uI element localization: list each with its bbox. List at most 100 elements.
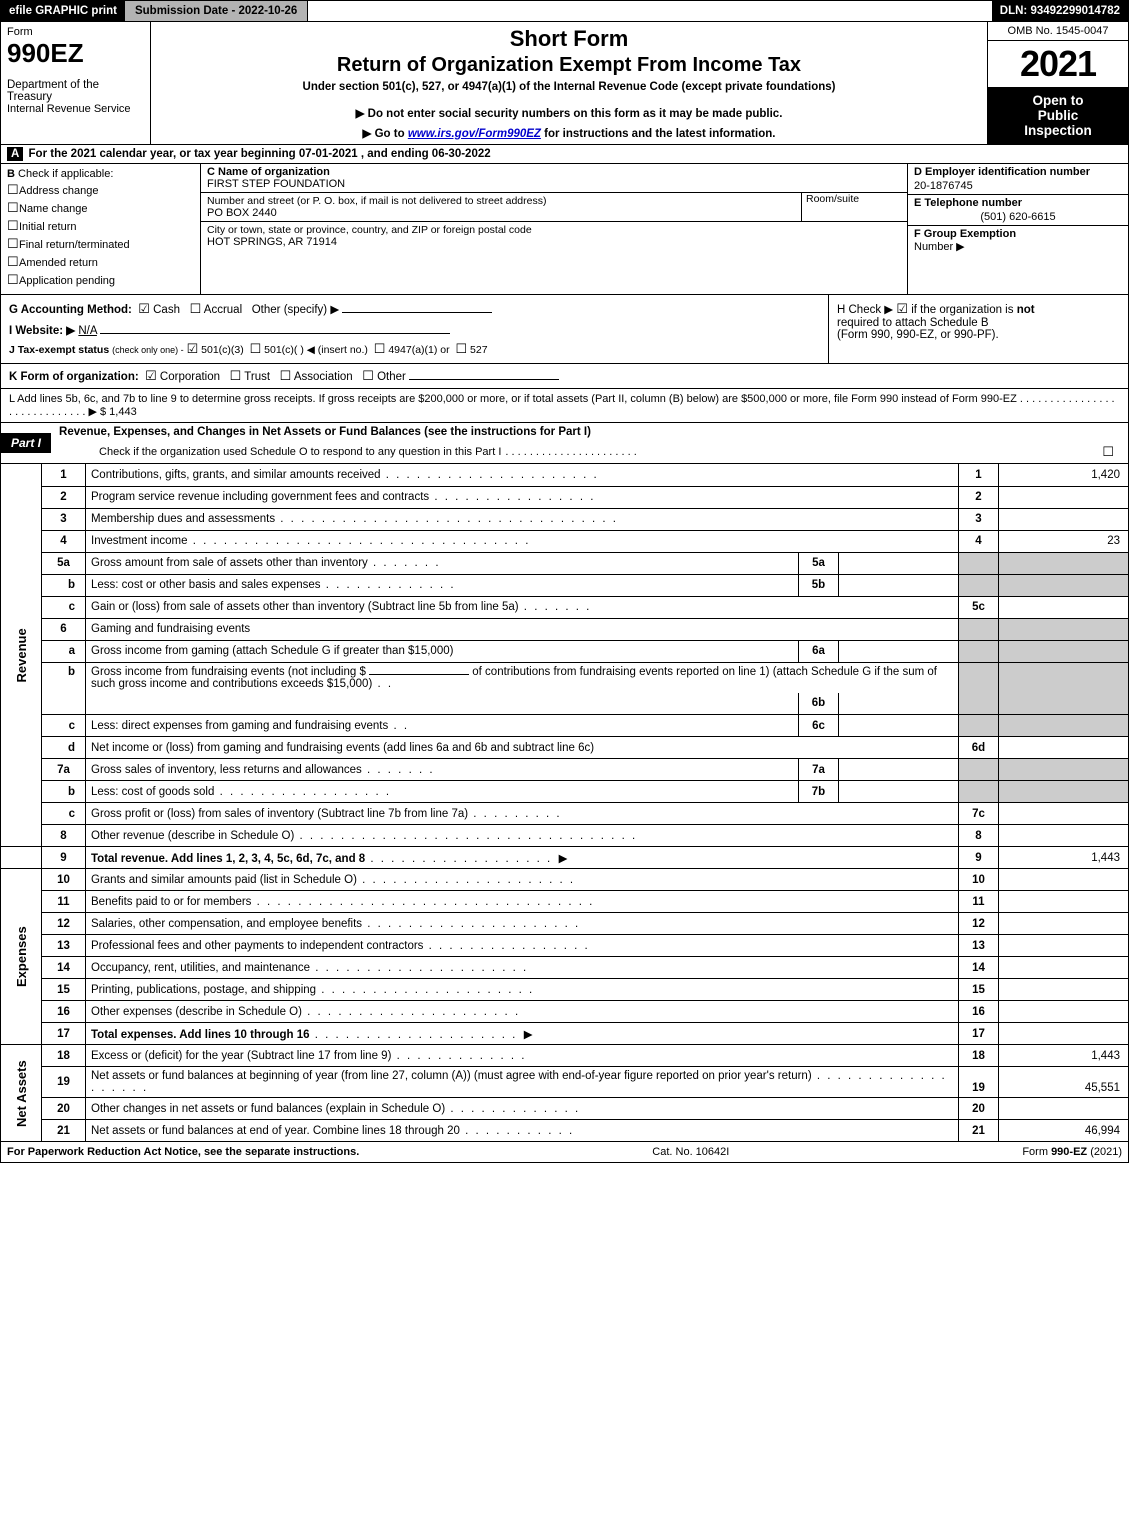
irs-link[interactable]: www.irs.gov/Form990EZ: [408, 128, 541, 140]
line-6d-value: [999, 737, 1129, 759]
phone-label: E Telephone number: [914, 197, 1122, 209]
check-amended-return[interactable]: Amended return: [7, 254, 194, 270]
other-blank[interactable]: [342, 312, 492, 313]
line-6c-value: [839, 715, 959, 737]
goto-pre: ▶ Go to: [363, 128, 408, 140]
h-text1: H Check ▶: [837, 304, 896, 316]
h-checkbox-icon[interactable]: [896, 304, 908, 316]
revenue-side-label: Revenue: [1, 464, 42, 847]
check-address-change[interactable]: Address change: [7, 182, 194, 198]
501c3-checkbox-icon[interactable]: [187, 344, 199, 356]
line-20-value: [999, 1098, 1129, 1120]
check-name-change[interactable]: Name change: [7, 200, 194, 216]
line-4-value: 23: [999, 530, 1129, 552]
line-15: 15 Printing, publications, postage, and …: [1, 979, 1129, 1001]
city-block: City or town, state or province, country…: [201, 222, 907, 250]
line-6d: d Net income or (loss) from gaming and f…: [1, 737, 1129, 759]
line-9: 9 Total revenue. Add lines 1, 2, 3, 4, 5…: [1, 847, 1129, 869]
ein-label: D Employer identification number: [914, 166, 1122, 178]
cash-checkbox-icon[interactable]: [138, 304, 150, 316]
line-7c: c Gross profit or (loss) from sales of i…: [1, 803, 1129, 825]
other-org-checkbox-icon[interactable]: [362, 371, 374, 383]
check-final-return[interactable]: Final return/terminated: [7, 236, 194, 252]
assoc-checkbox-icon[interactable]: [280, 371, 292, 383]
line-7a: 7a Gross sales of inventory, less return…: [1, 759, 1129, 781]
section-h: H Check ▶ if the organization is not req…: [828, 295, 1128, 363]
6b-amount-blank[interactable]: [369, 674, 469, 675]
goto-line: ▶ Go to www.irs.gov/Form990EZ for instru…: [159, 126, 979, 140]
accounting-method: G Accounting Method: Cash Accrual Other …: [9, 301, 820, 317]
b-lead: B: [7, 168, 15, 180]
part-1-title: Revenue, Expenses, and Changes in Net As…: [51, 423, 1128, 441]
footer-left: For Paperwork Reduction Act Notice, see …: [7, 1146, 359, 1158]
line-12: 12 Salaries, other compensation, and emp…: [1, 913, 1129, 935]
row-a: A For the 2021 calendar year, or tax yea…: [0, 145, 1129, 164]
other-specify: Other (specify) ▶: [252, 304, 339, 316]
line-7b: b Less: cost of goods sold . . . . . . .…: [1, 781, 1129, 803]
footer-right: Form 990-EZ (2021): [1022, 1146, 1122, 1158]
line-6a-value: [839, 640, 959, 662]
check-o-box-icon[interactable]: [1102, 444, 1120, 460]
city-label: City or town, state or province, country…: [207, 224, 901, 236]
info-grid: B Check if applicable: Address change Na…: [0, 164, 1129, 295]
checkbox-icon: [7, 254, 19, 270]
goto-post: for instructions and the latest informat…: [541, 128, 776, 140]
form-header: Form 990EZ Department of the Treasury In…: [0, 22, 1129, 145]
k-label: K Form of organization:: [9, 371, 139, 383]
line-10-value: [999, 869, 1129, 891]
corp-checkbox-icon[interactable]: [145, 371, 157, 383]
trust-checkbox-icon[interactable]: [230, 371, 242, 383]
ein-value: 20-1876745: [914, 180, 1122, 192]
line-3-value: [999, 508, 1129, 530]
tax-year: 2021: [988, 41, 1128, 87]
dept-irs: Internal Revenue Service: [7, 103, 144, 115]
527-checkbox-icon[interactable]: [455, 344, 467, 356]
h-text2: if the organization is: [911, 304, 1016, 316]
line-11-value: [999, 891, 1129, 913]
row-a-text: For the 2021 calendar year, or tax year …: [29, 148, 491, 160]
dln-label: DLN: 93492299014782: [992, 1, 1128, 21]
street-block: Number and street (or P. O. box, if mail…: [201, 193, 907, 222]
line-5b: b Less: cost or other basis and sales ex…: [1, 574, 1129, 596]
j-small: (check only one) -: [112, 345, 184, 355]
line-9-value: 1,443: [999, 847, 1129, 869]
efile-label[interactable]: efile GRAPHIC print: [1, 1, 125, 21]
ein-block: D Employer identification number 20-1876…: [908, 164, 1128, 195]
dept-treasury: Department of the Treasury: [7, 79, 144, 103]
line-20: 20 Other changes in net assets or fund b…: [1, 1098, 1129, 1120]
part-1-tab: Part I: [1, 433, 51, 453]
expenses-side-label: Expenses: [1, 869, 42, 1045]
check-application-pending[interactable]: Application pending: [7, 272, 194, 288]
line-6b-value: [839, 693, 959, 715]
check-initial-return[interactable]: Initial return: [7, 218, 194, 234]
line-17: 17 Total expenses. Add lines 10 through …: [1, 1023, 1129, 1045]
l-arrow: ▶ $: [88, 406, 109, 418]
other-org-blank[interactable]: [409, 379, 559, 380]
website-value: N/A: [78, 325, 97, 337]
phone-value: (501) 620-6615: [914, 211, 1122, 223]
street-value: PO BOX 2440: [207, 207, 797, 219]
checkbox-icon: [7, 218, 19, 234]
org-name-label: C Name of organization: [207, 166, 901, 178]
4947-checkbox-icon[interactable]: [374, 344, 386, 356]
line-6: 6 Gaming and fundraising events: [1, 618, 1129, 640]
line-2-value: [999, 486, 1129, 508]
row-l: L Add lines 5b, 6c, and 7b to line 9 to …: [0, 389, 1129, 423]
check-o-text: Check if the organization used Schedule …: [59, 446, 501, 458]
checkbox-icon: [7, 182, 19, 198]
open-to-public: Open to Public Inspection: [988, 87, 1128, 144]
line-21-value: 46,994: [999, 1120, 1129, 1142]
submission-date: Submission Date - 2022-10-26: [125, 1, 308, 21]
line-1-value: 1,420: [999, 464, 1129, 486]
accrual-checkbox-icon[interactable]: [190, 304, 202, 316]
line-14-value: [999, 957, 1129, 979]
website-line: I Website: ▶ N/A: [9, 323, 820, 337]
section-d-e-f: D Employer identification number 20-1876…: [908, 164, 1128, 294]
501c-checkbox-icon[interactable]: [250, 344, 262, 356]
section-b: B Check if applicable: Address change Na…: [1, 164, 201, 294]
org-name-value: FIRST STEP FOUNDATION: [207, 178, 901, 190]
line-6c: c Less: direct expenses from gaming and …: [1, 715, 1129, 737]
line-18-value: 1,443: [999, 1045, 1129, 1067]
line-1: Revenue 1 Contributions, gifts, grants, …: [1, 464, 1129, 486]
line-5c-value: [999, 596, 1129, 618]
